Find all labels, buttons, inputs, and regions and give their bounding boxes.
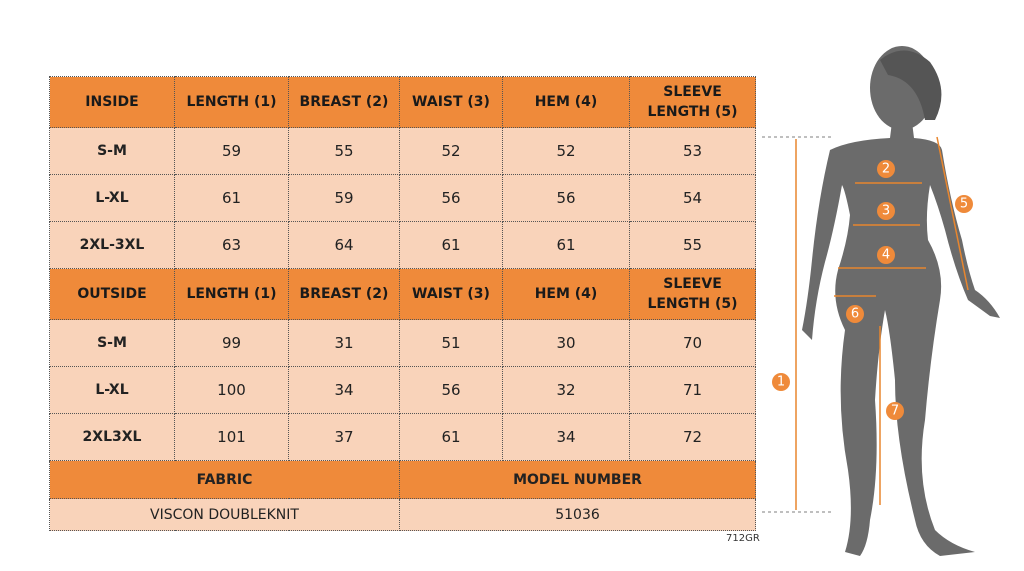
table-cell: L-XL — [49, 174, 175, 222]
table-cell: 59 — [174, 127, 289, 175]
table-cell: MODEL NUMBER — [399, 460, 756, 499]
table-cell: 100 — [174, 366, 289, 414]
silhouette — [802, 46, 1000, 556]
table-cell: 52 — [502, 127, 630, 175]
table-cell: 51036 — [399, 498, 756, 531]
table-cell: VISCON DOUBLEKNIT — [49, 498, 400, 531]
table-cell: 72 — [629, 413, 756, 461]
table-row: S-M 59 55 52 52 53 — [49, 127, 756, 175]
marker-label: 5 — [960, 197, 968, 212]
table-cell: 31 — [288, 319, 400, 367]
table-cell: S-M — [49, 319, 175, 367]
table-cell: 34 — [288, 366, 400, 414]
size-table: INSIDE LENGTH (1) BREAST (2) WAIST (3) HEM (… — [49, 76, 756, 531]
table-cell: 55 — [629, 221, 756, 269]
table-cell: 55 — [288, 127, 400, 175]
table-cell: 52 — [399, 127, 503, 175]
table-cell: 101 — [174, 413, 289, 461]
table-row: L-XL 61 59 56 56 54 — [49, 174, 756, 222]
table-cell: WAIST (3) — [399, 76, 503, 128]
table-cell: 56 — [502, 174, 630, 222]
table-cell: 63 — [174, 221, 289, 269]
table-cell: 71 — [629, 366, 756, 414]
table-cell: SLEEVE LENGTH (5) — [629, 76, 756, 128]
marker-badge — [877, 202, 895, 220]
table-cell: 64 — [288, 221, 400, 269]
table-cell: SLEEVE LENGTH (5) — [629, 268, 756, 320]
table-cell: OUTSIDE — [49, 268, 175, 320]
table-cell: 2XL3XL — [49, 413, 175, 461]
table-row: 2XL3XL 101 37 61 34 72 — [49, 413, 756, 461]
marker-badge — [846, 305, 864, 323]
table-row: S-M 99 31 51 30 70 — [49, 319, 756, 367]
table-cell: 54 — [629, 174, 756, 222]
table-row: L-XL 100 34 56 32 71 — [49, 366, 756, 414]
marker-label: 6 — [851, 307, 859, 322]
table-cell: HEM (4) — [502, 268, 630, 320]
measure-lines — [762, 136, 969, 513]
marker-label: 2 — [882, 162, 890, 177]
table-cell: BREAST (2) — [288, 268, 400, 320]
table-cell: L-XL — [49, 366, 175, 414]
marker-badge — [877, 160, 895, 178]
marker-label: 4 — [882, 248, 890, 263]
table-cell: HEM (4) — [502, 76, 630, 128]
table-cell: WAIST (3) — [399, 268, 503, 320]
table-cell: 34 — [502, 413, 630, 461]
table-cell: 56 — [399, 174, 503, 222]
marker-badge — [955, 195, 973, 213]
table-row: OUTSIDE LENGTH (1) BREAST (2) WAIST (3) HEM … — [49, 268, 756, 320]
table-cell: LENGTH (1) — [174, 268, 289, 320]
marker-label: 1 — [777, 375, 785, 390]
table-cell: 99 — [174, 319, 289, 367]
table-row: VISCON DOUBLEKNIT 51036 — [49, 498, 756, 531]
model-code: 712GR — [726, 533, 760, 544]
table-cell: S-M — [49, 127, 175, 175]
marker-badge — [877, 246, 895, 264]
table-cell: 61 — [502, 221, 630, 269]
marker-badge — [886, 402, 904, 420]
marker-label: 7 — [891, 404, 899, 419]
marker-badge — [772, 373, 790, 391]
table-cell: 61 — [399, 221, 503, 269]
table-cell: 2XL-3XL — [49, 221, 175, 269]
table-cell: 56 — [399, 366, 503, 414]
marker-label: 3 — [882, 204, 890, 219]
table-row: INSIDE LENGTH (1) BREAST (2) WAIST (3) HEM (… — [49, 76, 756, 128]
table-cell: 32 — [502, 366, 630, 414]
table-cell: 51 — [399, 319, 503, 367]
table-cell: INSIDE — [49, 76, 175, 128]
table-row: 2XL-3XL 63 64 61 61 55 — [49, 221, 756, 269]
